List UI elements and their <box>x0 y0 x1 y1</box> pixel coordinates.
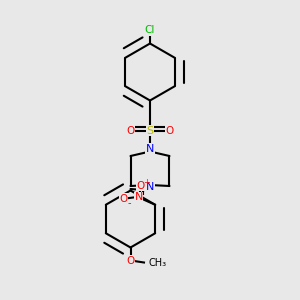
Text: N: N <box>146 182 154 193</box>
Text: +: + <box>143 178 150 187</box>
Text: N: N <box>134 192 143 202</box>
Text: O: O <box>165 125 174 136</box>
Text: N: N <box>146 143 154 154</box>
Text: -: - <box>127 198 131 208</box>
Text: Cl: Cl <box>145 25 155 35</box>
Text: O: O <box>126 256 135 266</box>
Text: O: O <box>136 181 144 191</box>
Text: CH₃: CH₃ <box>148 257 166 268</box>
Text: O: O <box>120 194 128 204</box>
Text: O: O <box>126 125 135 136</box>
Text: S: S <box>146 125 154 136</box>
